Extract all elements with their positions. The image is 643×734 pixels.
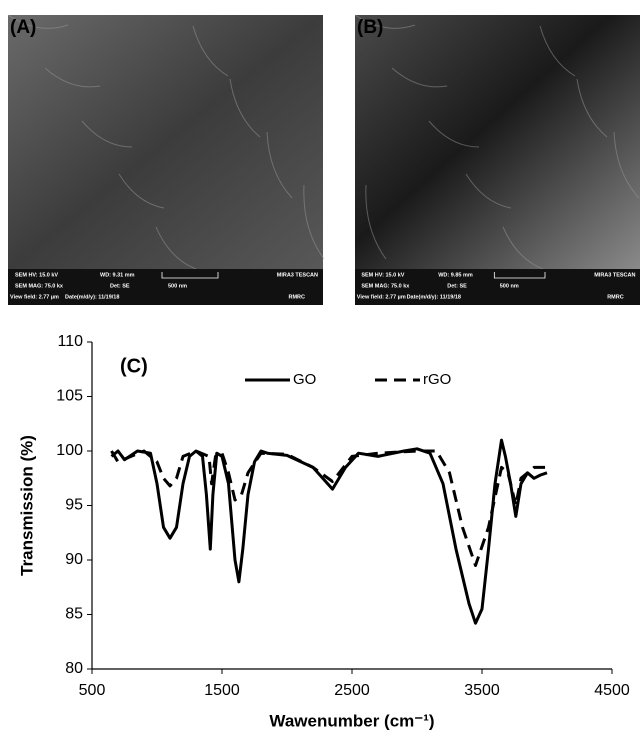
scale-bar	[493, 272, 546, 279]
sem-info: 500 nm	[500, 283, 519, 289]
texture	[365, 184, 387, 260]
y-tick-label: 80	[65, 660, 83, 677]
y-axis-title: Transmission (%)	[17, 435, 36, 576]
texture	[303, 184, 325, 260]
series-line	[110, 449, 547, 567]
sem-info: MIRA3 TESCAN	[277, 272, 318, 278]
sem-image	[8, 15, 323, 269]
scale-bar	[161, 272, 219, 279]
sem-info: View field: 2.77 µm	[357, 294, 406, 300]
panel-label: (A)	[10, 17, 36, 38]
sem-info: Date(m/d/y): 11/19/18	[407, 294, 461, 300]
sem-info: SEM HV: 15.0 kV	[361, 272, 404, 278]
y-tick-label: 95	[65, 497, 83, 514]
y-tick-label: 110	[57, 333, 83, 350]
sem-image	[355, 15, 640, 269]
sem-info: View field: 2.77 µm	[10, 294, 59, 300]
legend-label: rGO	[423, 371, 451, 388]
sem-info: SEM HV: 15.0 kV	[15, 272, 58, 278]
texture	[155, 226, 197, 270]
legend-label: GO	[293, 371, 316, 388]
texture	[465, 173, 512, 209]
texture	[192, 25, 229, 77]
y-tick-label: 85	[65, 606, 83, 623]
info-bar	[355, 269, 640, 305]
sem-info: SEM MAG: 75.0 kx	[361, 283, 410, 289]
x-tick-label: 2500	[334, 682, 370, 699]
sem-info: WD: 9.85 mm	[438, 272, 473, 278]
texture	[229, 78, 261, 138]
texture	[266, 131, 293, 199]
texture	[502, 226, 544, 270]
sem-info: 500 nm	[168, 283, 187, 289]
panel-label: (B)	[357, 17, 383, 38]
texture	[7, 14, 69, 29]
texture	[428, 120, 480, 148]
info-bar	[8, 269, 323, 305]
sem-info: Det: SE	[447, 283, 467, 289]
y-tick-label: 105	[56, 388, 83, 405]
texture	[613, 131, 640, 199]
texture	[391, 67, 448, 88]
texture	[118, 173, 165, 209]
sem-info: Det: SE	[110, 283, 130, 289]
x-tick-label: 3500	[464, 682, 500, 699]
x-tick-label: 1500	[204, 682, 240, 699]
sem-info: RMRC	[289, 294, 306, 300]
sem-info: Date(m/d/y): 11/19/18	[65, 294, 119, 300]
series-line	[110, 438, 548, 625]
sem-info: RMRC	[607, 294, 624, 300]
texture	[44, 67, 101, 88]
x-tick-label: 500	[79, 682, 106, 699]
texture	[354, 14, 416, 29]
panel-label: (C)	[120, 355, 148, 377]
sem-info: WD: 9.31 mm	[100, 272, 135, 278]
y-tick-label: 100	[56, 442, 83, 459]
texture	[81, 120, 133, 148]
x-tick-label: 4500	[594, 682, 630, 699]
sem-info: SEM MAG: 75.0 kx	[15, 283, 64, 289]
sem-info: MIRA3 TESCAN	[594, 272, 635, 278]
y-tick-label: 90	[65, 551, 83, 568]
texture	[576, 78, 608, 138]
x-axis-title: Wawenumber (cm⁻¹)	[269, 711, 434, 730]
texture	[539, 25, 576, 77]
